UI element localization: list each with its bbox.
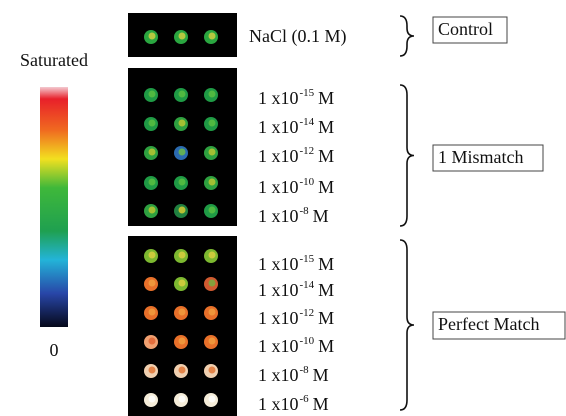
spot-core <box>179 309 186 316</box>
spot-core <box>149 280 156 287</box>
colorbar-top-label: Saturated <box>20 50 88 70</box>
concentration-unit: M <box>318 88 334 108</box>
concentration-exponent: -8 <box>300 205 310 217</box>
spot-core <box>179 280 186 287</box>
spot-core <box>179 120 186 127</box>
spot-core <box>179 252 186 259</box>
concentration-exponent: -14 <box>300 279 315 291</box>
concentration-exponent: -14 <box>300 116 315 128</box>
brace <box>400 16 414 56</box>
concentration-exponent: -12 <box>300 307 315 319</box>
figure: Saturated 0 NaCl (0.1 M) Control 1 Misma… <box>0 0 566 416</box>
spot-core <box>179 179 186 186</box>
spot-core <box>209 252 216 259</box>
spot-core <box>179 207 186 214</box>
concentration-unit: M <box>318 336 334 356</box>
spot-core <box>209 33 216 40</box>
spot-core <box>209 280 216 287</box>
spot-core <box>179 33 186 40</box>
spot-core <box>209 396 216 403</box>
spot-core <box>209 91 216 98</box>
concentration-unit: M <box>313 206 329 226</box>
concentration-base: 1 x10 <box>258 336 299 356</box>
concentration-base: 1 x10 <box>258 308 299 328</box>
concentration-base: 1 x10 <box>258 365 299 385</box>
concentration-exponent: -15 <box>300 253 315 265</box>
concentration-unit: M <box>313 394 329 414</box>
concentration-unit: M <box>318 146 334 166</box>
concentration-unit: M <box>313 365 329 385</box>
concentration-exponent: -15 <box>300 87 315 99</box>
colorbar-bottom-label: 0 <box>50 340 59 360</box>
control-sample: NaCl (0.1 M) <box>249 26 347 47</box>
spot-core <box>209 179 216 186</box>
concentration-base: 1 x10 <box>258 88 299 108</box>
spot-core <box>149 309 156 316</box>
spot-core <box>149 367 156 374</box>
spot-core <box>149 396 156 403</box>
spot-core <box>149 91 156 98</box>
concentration-base: 1 x10 <box>258 206 299 226</box>
spot-core <box>179 367 186 374</box>
perfect-panel <box>128 236 237 416</box>
spot-core <box>149 120 156 127</box>
spot-core <box>209 309 216 316</box>
colorbar <box>40 87 68 327</box>
concentration-base: 1 x10 <box>258 394 299 414</box>
spot-core <box>179 338 186 345</box>
spot-core <box>149 338 156 345</box>
spot-core <box>149 179 156 186</box>
spot-core <box>209 207 216 214</box>
spot-core <box>179 396 186 403</box>
spot-core <box>209 149 216 156</box>
concentration-exponent: -10 <box>300 176 315 188</box>
control-label: Control <box>438 19 493 39</box>
spot-core <box>179 91 186 98</box>
concentration-base: 1 x10 <box>258 146 299 166</box>
concentration-base: 1 x10 <box>258 177 299 197</box>
concentration-exponent: -8 <box>300 364 310 376</box>
concentration-exponent: -12 <box>300 145 315 157</box>
perfect-label: Perfect Match <box>438 314 539 334</box>
brace <box>400 240 414 410</box>
spot-core <box>149 149 156 156</box>
concentration-unit: M <box>318 254 334 274</box>
concentration-base: 1 x10 <box>258 117 299 137</box>
concentration-unit: M <box>318 177 334 197</box>
concentration-exponent: -6 <box>300 393 310 405</box>
concentration-base: 1 x10 <box>258 254 299 274</box>
mismatch-label: 1 Mismatch <box>438 147 524 167</box>
spot-core <box>149 252 156 259</box>
spot-core <box>149 33 156 40</box>
spot-core <box>209 120 216 127</box>
concentration-unit: M <box>318 308 334 328</box>
spot-core <box>209 367 216 374</box>
concentration-base: 1 x10 <box>258 280 299 300</box>
spot-core <box>179 149 186 156</box>
concentration-unit: M <box>318 280 334 300</box>
concentration-unit: M <box>318 117 334 137</box>
spot-core <box>209 338 216 345</box>
concentration-exponent: -10 <box>300 335 315 347</box>
spot-core <box>149 207 156 214</box>
brace <box>400 85 414 226</box>
